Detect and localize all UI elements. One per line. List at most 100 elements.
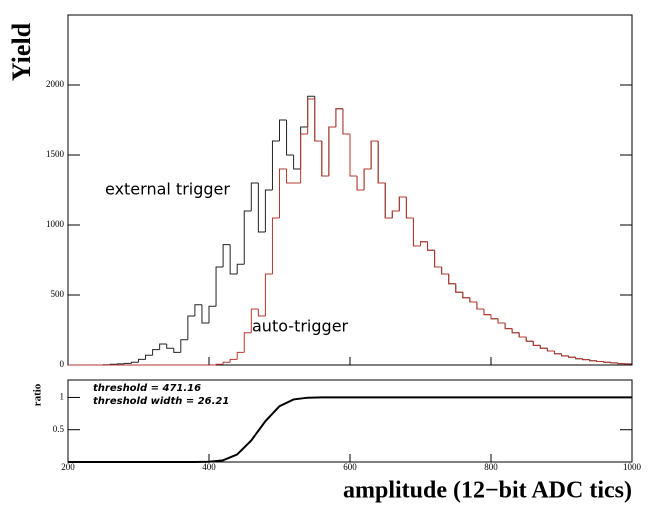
histogram-bin: [427, 241, 435, 251]
histogram-bin: [342, 108, 350, 135]
histogram-bin: [349, 134, 358, 177]
histogram-bin: [455, 283, 463, 293]
histogram-bin: [208, 305, 217, 323]
histogram-bin: [180, 339, 188, 353]
histogram-bin: [384, 183, 393, 219]
histogram-bin: [391, 210, 400, 218]
y-axis-title: Yield: [7, 22, 36, 81]
histogram-bin: [504, 323, 513, 330]
histogram-bin: [525, 337, 534, 342]
histogram-bin: [546, 348, 555, 352]
histogram-bin: [476, 302, 484, 310]
histogram-bin: [264, 273, 273, 316]
histogram-bin: [271, 140, 280, 190]
histogram-bin: [194, 304, 202, 316]
histogram-bin: [589, 359, 597, 362]
histogram-bin: [229, 358, 238, 363]
y-tick-label: 1000: [46, 219, 65, 229]
histogram-bin: [553, 351, 562, 355]
histogram-bin: [159, 343, 167, 350]
histogram-bin: [398, 196, 407, 211]
y-tick-label: 1: [60, 391, 65, 401]
x-tick-label: 600: [343, 462, 357, 472]
histogram-bin: [166, 344, 174, 349]
x-tick-label: 800: [484, 462, 498, 472]
histogram-bin: [222, 244, 231, 267]
x-tick-label: 1000: [623, 462, 642, 472]
histogram-bin: [286, 120, 294, 156]
y-tick-label: 0: [60, 359, 65, 369]
histogram-bin: [511, 328, 520, 334]
histogram-bin: [405, 197, 414, 219]
fit-curve: [68, 396, 632, 463]
x-tick-label: 200: [61, 462, 75, 472]
histogram-bin: [603, 361, 611, 363]
histogram-bin: [243, 332, 252, 353]
histogram-bin: [596, 360, 604, 362]
histogram-bin: [490, 314, 499, 320]
histogram-bin: [448, 274, 456, 285]
histogram-bin: [568, 355, 576, 358]
histogram-bin: [138, 358, 146, 363]
histogram-bin: [314, 99, 322, 142]
histogram-bin: [201, 304, 209, 324]
histogram-bin: [145, 354, 153, 360]
histogram-bin: [356, 176, 365, 191]
histogram-bin: [293, 155, 301, 170]
histogram-bin: [497, 318, 506, 324]
histogram-bin: [363, 168, 372, 190]
histogram-bin: [279, 119, 287, 141]
histogram-bin: [532, 341, 541, 346]
histogram-bin: [215, 363, 224, 365]
histogram-bin: [307, 98, 315, 134]
histogram-bin: [617, 362, 625, 365]
histogram-bin: [271, 217, 280, 274]
histogram-bin: [462, 292, 470, 299]
histogram-bin: [335, 108, 343, 127]
histogram-bin: [187, 315, 195, 340]
histogram-bin: [264, 189, 273, 232]
histogram-bin: [321, 141, 329, 177]
histogram-bin: [561, 353, 569, 357]
histogram-bin: [610, 362, 618, 364]
histogram-bin: [236, 263, 245, 274]
histogram-bin: [441, 267, 449, 275]
histogram-bin: [250, 308, 259, 333]
series-label: external trigger: [105, 180, 230, 199]
histogram-bin: [469, 297, 477, 303]
x-tick-label: 400: [202, 462, 216, 472]
histogram-bin: [420, 241, 428, 246]
x-axis-title: amplitude (12−bit ADC tics): [343, 478, 632, 504]
histogram-bin: [377, 141, 386, 184]
y-tick-label: 2000: [46, 79, 65, 89]
histogram-bin: [582, 358, 590, 361]
histogram-bin: [539, 345, 548, 349]
histogram-bin: [236, 351, 245, 360]
histogram-bin: [370, 140, 379, 169]
histogram-bin: [243, 210, 252, 265]
y-tick-label: 1500: [46, 149, 65, 159]
histogram-bin: [152, 349, 160, 356]
histogram-bin: [412, 218, 421, 247]
histogram-bin: [173, 348, 181, 353]
histogram-bin: [279, 168, 287, 218]
histogram-bin: [575, 357, 583, 360]
histogram-bin: [328, 126, 336, 176]
histogram-bin: [250, 182, 259, 211]
histogram-bin: [123, 362, 132, 364]
annotation: threshold = 471.16: [93, 383, 201, 394]
ratio-axis-title: ratio: [32, 383, 44, 406]
histogram-bin: [257, 309, 266, 317]
histogram-bin: [434, 250, 442, 268]
series-label: auto-trigger: [252, 317, 349, 336]
histogram-bin: [483, 309, 491, 316]
histogram-bin: [257, 183, 266, 233]
annotation: threshold width = 26.21: [93, 396, 229, 407]
histogram-bin: [286, 169, 294, 184]
histogram-bin: [300, 133, 308, 183]
histogram-bin: [215, 266, 224, 307]
histogram-bin: [222, 361, 231, 365]
